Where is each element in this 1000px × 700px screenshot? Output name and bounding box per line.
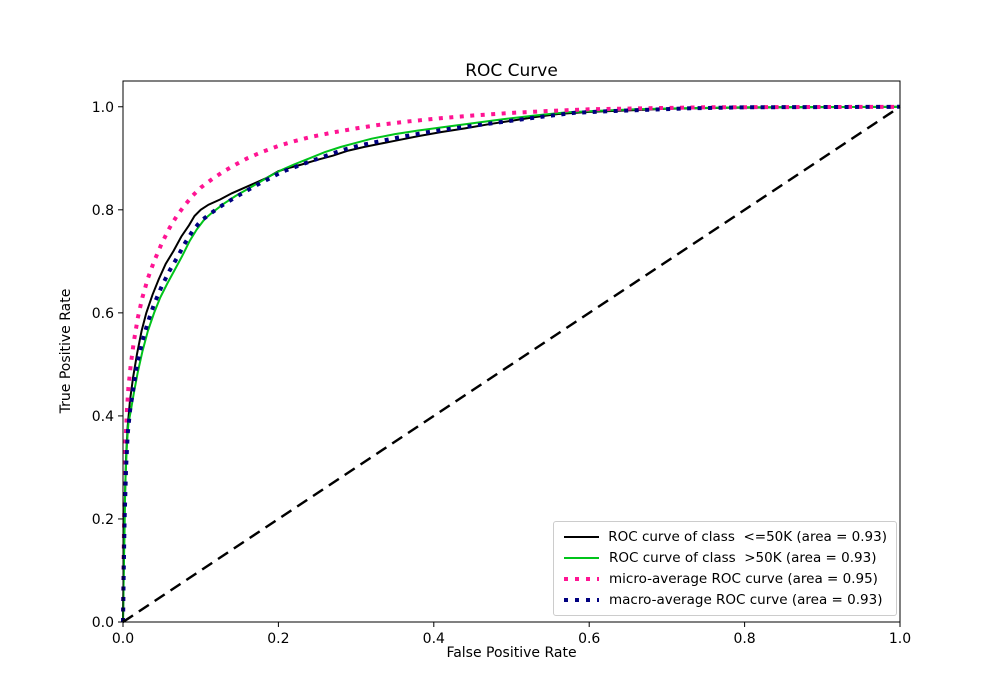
legend: ROC curve of class <=50K (area = 0.93) RO… xyxy=(553,521,897,616)
y-tick-label: 0.2 xyxy=(92,512,114,528)
legend-label: macro-average ROC curve (area = 0.93) xyxy=(609,592,883,609)
x-tick-label: 0.8 xyxy=(733,631,755,647)
legend-item-macro-average: macro-average ROC curve (area = 0.93) xyxy=(563,592,887,608)
x-tick-label: 0.6 xyxy=(578,631,600,647)
legend-line-sample-micro-average xyxy=(564,577,599,582)
series-macro-average xyxy=(121,104,901,623)
legend-item-class-le50k: ROC curve of class <=50K (area = 0.93) xyxy=(563,529,887,545)
y-tick-label: 0.8 xyxy=(92,203,114,219)
y-tick-label: 0.6 xyxy=(92,306,114,322)
y-tick-label: 0.0 xyxy=(92,615,114,631)
legend-label: micro-average ROC curve (area = 0.95) xyxy=(609,571,878,588)
axes-frame xyxy=(122,80,901,623)
series-micro-average xyxy=(121,104,901,623)
y-tick-label: 1.0 xyxy=(92,100,114,116)
x-tick-label: 0.2 xyxy=(267,631,289,647)
x-tick-label: 0.4 xyxy=(423,631,445,647)
x-tick-label: 1.0 xyxy=(889,631,911,647)
legend-label: ROC curve of class <=50K (area = 0.93) xyxy=(608,528,887,545)
legend-label: ROC curve of class >50K (area = 0.93) xyxy=(609,549,877,566)
legend-item-micro-average: micro-average ROC curve (area = 0.95) xyxy=(563,571,887,587)
legend-item-class-gt50k: ROC curve of class >50K (area = 0.93) xyxy=(563,550,887,566)
x-tick-label: 0.0 xyxy=(112,631,134,647)
legend-line-sample-class-le50k xyxy=(564,535,599,538)
legend-line-sample-class-gt50k xyxy=(564,556,599,559)
series-chance-diagonal xyxy=(122,105,901,624)
y-axis-label: True Positive Rate xyxy=(58,288,74,414)
chart-title: ROC Curve xyxy=(465,61,558,81)
x-axis-label: False Positive Rate xyxy=(446,645,577,661)
y-tick-label: 0.4 xyxy=(92,409,114,425)
legend-line-sample-macro-average xyxy=(564,598,599,603)
